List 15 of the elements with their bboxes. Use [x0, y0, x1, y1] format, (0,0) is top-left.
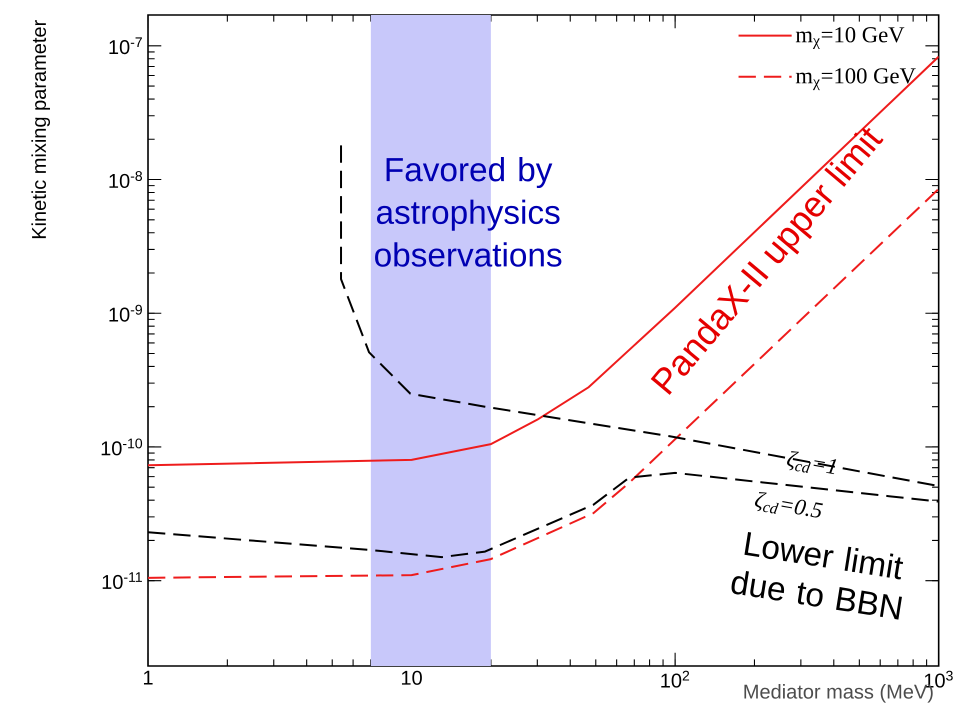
- x-tick-label: 10: [402, 670, 422, 685]
- y-tick-label: 10$^{-10}$: [102, 438, 142, 456]
- annotation: ζ$_{cd}$=0.5: [754, 492, 824, 518]
- y-axis-title: Kinetic mixing parameter: [31, 20, 50, 238]
- x-tick-label: 10$^{2}$: [661, 670, 690, 688]
- annotation: ζ$_{cd}$=1: [787, 451, 836, 474]
- legend-label: m$_{χ}$=10 GeV: [796, 27, 904, 50]
- y-tick-label: 10$^{-7}$: [109, 37, 142, 54]
- x-tick-label: 1: [144, 670, 153, 684]
- band-label: Favored by astrophysics observations: [375, 156, 562, 267]
- legend-label: m$_{χ}$=100 GeV: [796, 68, 916, 90]
- y-tick-label: 10$^{-8}$: [109, 171, 142, 188]
- y-tick-label: 10$^{-9}$: [109, 304, 142, 322]
- annotation: Lower limit due to BBN: [732, 532, 904, 620]
- y-tick-label: 10$^{-11}$: [102, 572, 142, 590]
